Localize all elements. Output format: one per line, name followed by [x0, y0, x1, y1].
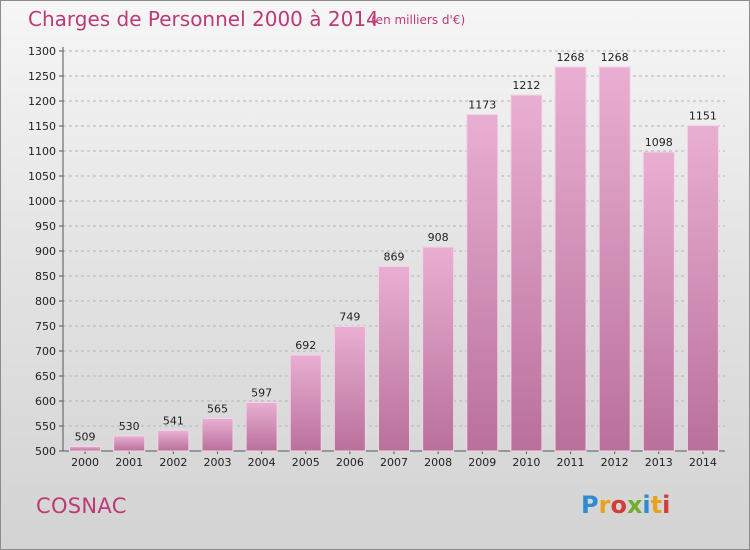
- x-tick-label-2011: 2011: [557, 456, 585, 469]
- value-label-2010: 1212: [512, 79, 540, 92]
- value-label-2011: 1268: [557, 51, 585, 64]
- bar-2006: [333, 326, 366, 452]
- value-label-2004: 597: [251, 387, 272, 400]
- y-tick-label: 1200: [28, 95, 56, 108]
- value-label-2005: 692: [295, 339, 316, 352]
- y-tick-label: 1150: [28, 120, 56, 133]
- y-tick-label: 1100: [28, 145, 56, 158]
- value-label-2012: 1268: [601, 51, 629, 64]
- logo-letter: o: [610, 491, 627, 519]
- commune-name: COSNAC: [36, 494, 127, 518]
- y-tick-label: 850: [35, 270, 56, 283]
- y-tick-label: 1300: [28, 45, 56, 58]
- value-label-2013: 1098: [645, 136, 673, 149]
- logo-letter: i: [642, 491, 651, 519]
- y-tick-label: 900: [35, 245, 56, 258]
- bar-2010: [510, 94, 543, 452]
- proxiti-logo[interactable]: Proxiti: [581, 491, 670, 519]
- logo-letter: r: [598, 491, 611, 519]
- logo-letter: i: [662, 491, 671, 519]
- bar-2014: [686, 125, 719, 452]
- y-tick-label: 1000: [28, 195, 56, 208]
- value-label-2002: 541: [163, 415, 184, 428]
- logo-letter: x: [626, 491, 643, 519]
- bars: [69, 66, 719, 452]
- y-tick-label: 1250: [28, 70, 56, 83]
- value-label-2003: 565: [207, 403, 228, 416]
- bar-2005: [289, 354, 322, 452]
- y-tick-label: 750: [35, 320, 56, 333]
- bar-2001: [113, 435, 146, 452]
- y-tick-label: 600: [35, 395, 56, 408]
- x-tick-label-2002: 2002: [159, 456, 187, 469]
- bar-2009: [466, 114, 499, 452]
- x-tick-label-2001: 2001: [115, 456, 143, 469]
- logo-letter: t: [650, 491, 663, 519]
- y-tick-label: 650: [35, 370, 56, 383]
- bar-2007: [378, 266, 410, 452]
- labels: 509 2000 530 2001 541 2002 565 2003 597 2004 692 20…: [71, 51, 717, 469]
- bar-2011: [554, 66, 587, 452]
- logo-letter: P: [581, 491, 599, 519]
- value-label-2000: 509: [75, 431, 96, 444]
- x-tick-label-2005: 2005: [292, 456, 320, 469]
- bar-2002: [157, 430, 190, 452]
- value-label-2008: 908: [428, 231, 449, 244]
- x-tick-label-2008: 2008: [424, 456, 452, 469]
- x-tick-label-2012: 2012: [601, 456, 629, 469]
- y-tick-label: 550: [35, 420, 56, 433]
- value-label-2014: 1151: [689, 110, 717, 123]
- y-tick-label: 950: [35, 220, 56, 233]
- bar-2012: [598, 66, 631, 452]
- value-label-2007: 869: [384, 251, 405, 264]
- y-tick-label: 800: [35, 295, 56, 308]
- value-label-2001: 530: [119, 420, 140, 433]
- bar-2000: [69, 446, 102, 452]
- bar-2008: [422, 246, 455, 452]
- x-tick-label-2007: 2007: [380, 456, 408, 469]
- x-tick-label-2014: 2014: [689, 456, 717, 469]
- bar-2013: [642, 151, 675, 452]
- x-tick-label-2000: 2000: [71, 456, 99, 469]
- axes: 500 550 600 650 700 750 800 850 900 950 1000 1050 11…: [28, 45, 725, 458]
- bar-2004: [245, 402, 278, 452]
- x-tick-label-2004: 2004: [248, 456, 276, 469]
- x-tick-label-2009: 2009: [468, 456, 496, 469]
- value-label-2009: 1173: [468, 99, 496, 112]
- x-tick-label-2013: 2013: [645, 456, 673, 469]
- value-label-2006: 749: [339, 311, 360, 324]
- y-tick-label: 1050: [28, 170, 56, 183]
- chart-subtitle: (en milliers d'€): [371, 13, 466, 27]
- y-tick-label: 700: [35, 345, 56, 358]
- x-tick-label-2010: 2010: [512, 456, 540, 469]
- bar-2003: [201, 418, 234, 452]
- y-tick-label: 500: [35, 445, 56, 458]
- chart-title: Charges de Personnel 2000 à 2014: [28, 7, 379, 31]
- x-tick-label-2003: 2003: [203, 456, 231, 469]
- x-tick-label-2006: 2006: [336, 456, 364, 469]
